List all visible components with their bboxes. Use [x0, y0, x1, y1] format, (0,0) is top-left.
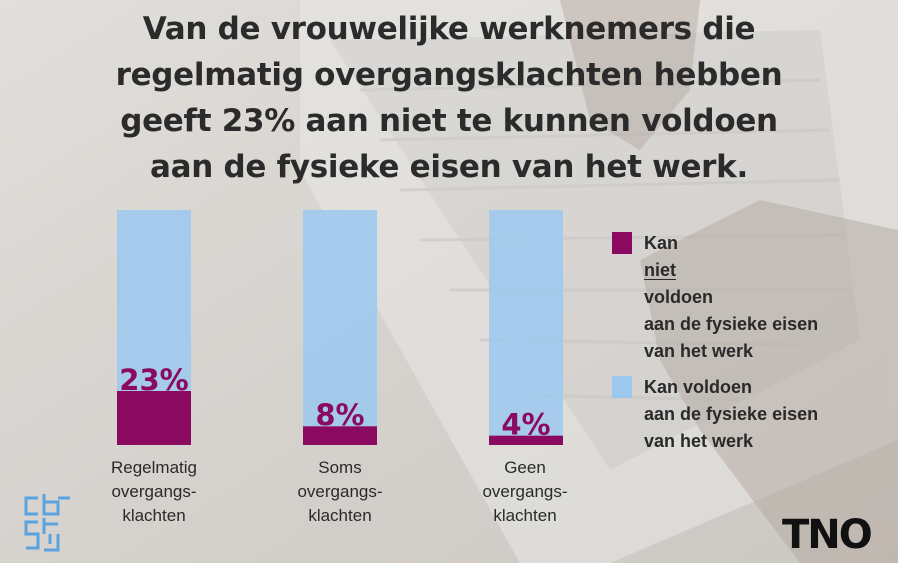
legend-text: van het werk — [644, 431, 754, 451]
title-line: Van de vrouwelijke werknemers die — [142, 11, 756, 47]
legend-text-emphasis: niet — [644, 260, 677, 280]
data-label-regelmatig: 23% — [119, 363, 188, 397]
legend-text: Kan — [644, 233, 679, 253]
legend-text: Kan voldoen — [644, 377, 753, 397]
title-line: aan de fysieke eisen van het werk. — [150, 149, 748, 185]
legend-swatch-niet — [612, 232, 632, 254]
bar-soms-niet-voldoen — [303, 426, 377, 445]
cbs-logo-icon — [24, 494, 70, 552]
category-label-regelmatig: Regelmatig overgangs- klachten — [111, 458, 197, 525]
page-title: Van de vrouwelijke werknemers die regelm… — [0, 6, 898, 190]
data-label-soms: 8% — [315, 398, 364, 432]
bar-geen-niet-voldoen — [489, 435, 563, 445]
bar-soms-wel-voldoen — [303, 210, 377, 427]
legend-swatch-wel — [612, 376, 632, 398]
legend-text: aan de fysieke eisen — [644, 404, 819, 424]
data-label-geen: 4% — [501, 408, 550, 442]
legend-text: van het werk — [644, 341, 754, 361]
legend-text: voldoen — [644, 287, 714, 307]
hands-icon — [560, 0, 898, 563]
bar-regelmatig-wel-voldoen — [117, 210, 191, 391]
title-line: regelmatig overgangsklachten hebben — [115, 57, 783, 93]
bar-regelmatig-niet-voldoen — [117, 390, 191, 445]
category-label-soms: Soms overgangs- klachten — [297, 458, 383, 525]
tno-logo: TNO — [782, 512, 873, 558]
title-line: geeft 23% aan niet te kunnen voldoen — [120, 103, 778, 139]
legend-text: aan de fysieke eisen — [644, 314, 819, 334]
category-label-geen: Geen overgangs- klachten — [482, 458, 568, 525]
bar-geen-wel-voldoen — [489, 210, 563, 436]
